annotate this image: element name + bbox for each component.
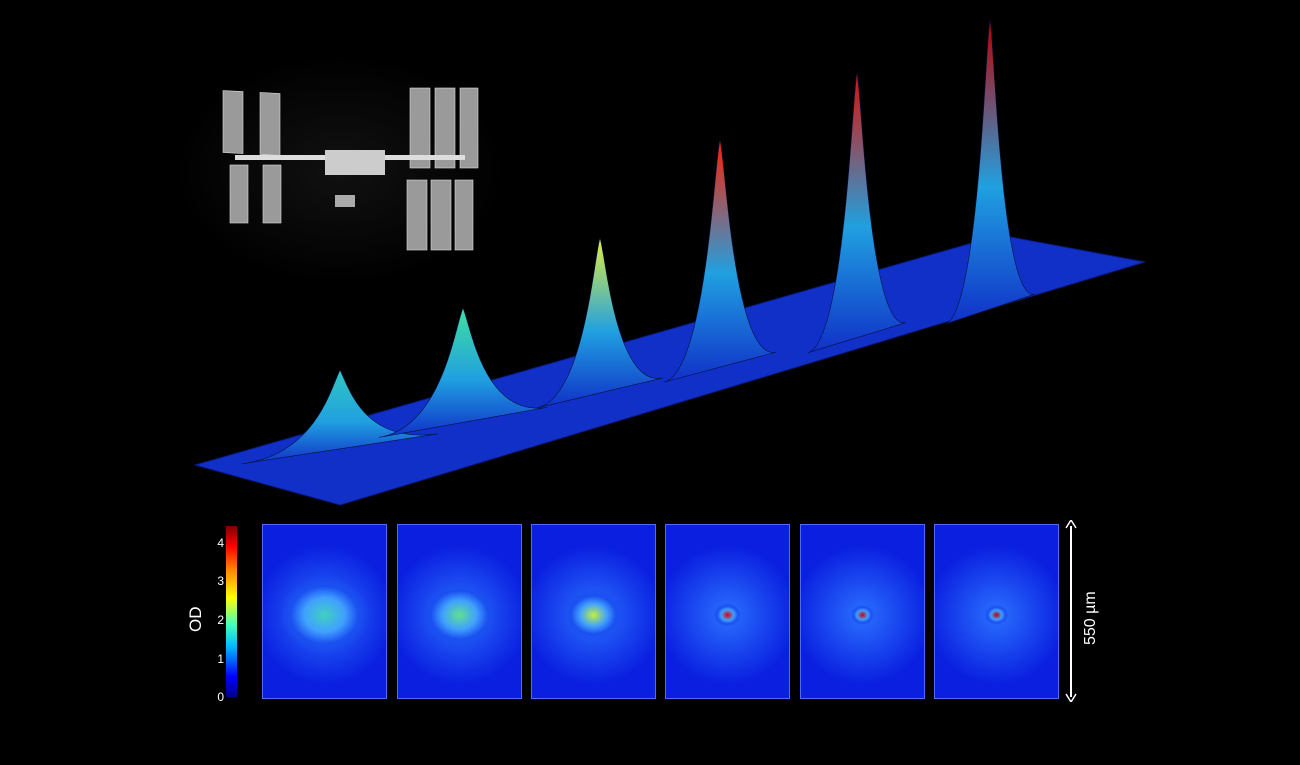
surface-peak [663, 138, 777, 383]
colorbar-tick: 3 [217, 574, 224, 588]
iss-image [175, 55, 505, 285]
absorption-image [397, 524, 522, 699]
absorption-image [531, 524, 656, 699]
absorption-image [665, 524, 790, 699]
absorption-image [262, 524, 387, 699]
absorption-image [800, 524, 925, 699]
surface-peak [241, 369, 439, 465]
scale-bar [1070, 526, 1072, 697]
scale-bar-label: 550 µm [1082, 591, 1099, 645]
colorbar [226, 526, 237, 697]
surface-peak [807, 72, 907, 353]
scale-arrows [1065, 520, 1077, 702]
surface-peak [536, 236, 664, 409]
surface-peak [945, 19, 1035, 325]
colorbar-tick: 1 [217, 652, 224, 666]
surface-peak [378, 307, 548, 438]
colorbar-tick: 4 [217, 536, 224, 550]
colorbar-tick: 2 [217, 613, 224, 627]
surface-plot [193, 19, 1146, 506]
colorbar-label: OD [186, 606, 205, 633]
absorption-image [934, 524, 1059, 699]
colorbar-tick: 0 [217, 690, 224, 704]
